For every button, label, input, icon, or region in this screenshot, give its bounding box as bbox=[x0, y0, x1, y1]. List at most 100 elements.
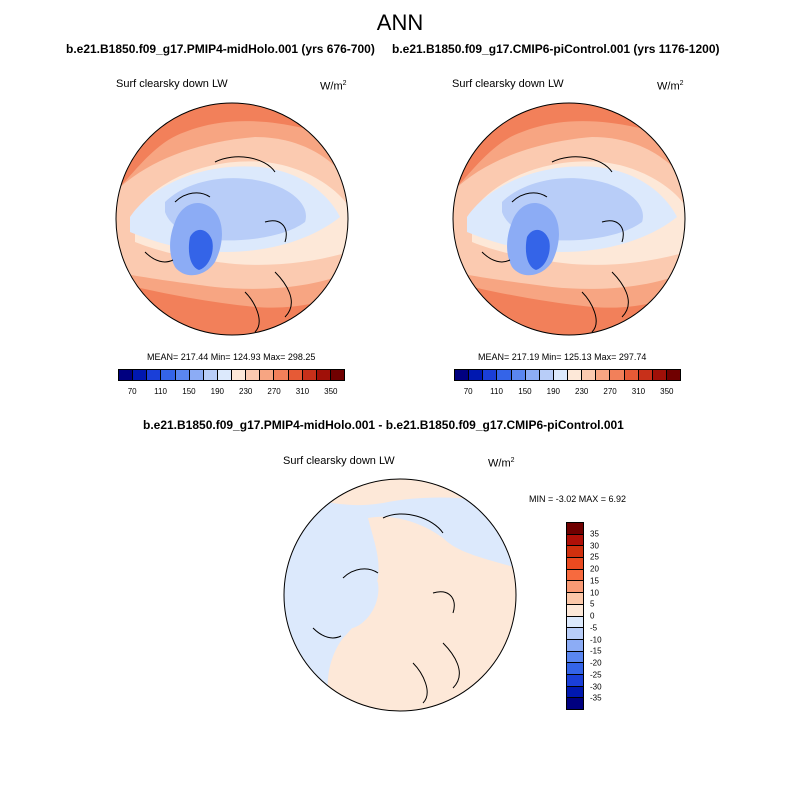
panel-2-colorbar-swatch bbox=[638, 370, 653, 380]
panel-2-colorbar-tick-label: 230 bbox=[575, 387, 589, 396]
greenland-negative-contour bbox=[333, 561, 379, 629]
panel-1-colorbar-swatch bbox=[302, 370, 317, 380]
diff-colorbar-swatch bbox=[567, 558, 583, 570]
diff-colorbar-swatch bbox=[567, 698, 583, 709]
panel-1-colorbar-tick-label: 270 bbox=[267, 387, 281, 396]
diff-colorbar-tick-label: 0 bbox=[590, 611, 595, 621]
panel-1-colorbar-swatch bbox=[316, 370, 331, 380]
panel-2-colorbar-tick-label: 310 bbox=[631, 387, 646, 396]
diff-colorbar bbox=[566, 522, 584, 710]
panel-2-colorbar-swatch bbox=[497, 370, 512, 380]
panel-1-colorbar bbox=[118, 369, 345, 381]
panel-2-variable-label: Surf clearsky down LW bbox=[452, 78, 564, 90]
panel-2-colorbar bbox=[454, 369, 681, 381]
panel-1-colorbar-swatch bbox=[189, 370, 204, 380]
diff-polar-map bbox=[283, 478, 517, 712]
warm-contour-north bbox=[116, 103, 348, 192]
diff-colorbar-swatch bbox=[567, 616, 583, 629]
page-title: ANN bbox=[376, 10, 424, 35]
panel-2-colorbar-swatch bbox=[469, 370, 484, 380]
panel-2-polar-map bbox=[452, 102, 686, 336]
diff-colorbar-tick-label: -15 bbox=[590, 646, 602, 656]
panel-1-colorbar-tick-label: 350 bbox=[324, 387, 338, 396]
diff-colorbar-swatch bbox=[567, 581, 583, 594]
coastline bbox=[312, 513, 460, 704]
coastline bbox=[144, 156, 292, 333]
diff-colorbar-tick-label: -20 bbox=[590, 658, 602, 668]
panel-1-colorbar-swatch bbox=[147, 370, 162, 380]
diff-colorbar-swatch bbox=[567, 639, 583, 652]
panel-1-colorbar-swatch bbox=[119, 370, 134, 380]
panel-2-colorbar-tick-label: 190 bbox=[546, 387, 560, 396]
diff-units: W/m2 bbox=[488, 457, 515, 470]
panel-1-colorbar-swatch bbox=[133, 370, 148, 380]
panel-1-colorbar-tick-label: 110 bbox=[154, 387, 167, 396]
panel-1-colorbar-swatch bbox=[175, 370, 190, 380]
panel-1-colorbar-swatch bbox=[203, 370, 218, 380]
diff-colorbar-tick-label: 20 bbox=[590, 564, 599, 574]
panel-2-colorbar-swatch bbox=[666, 370, 680, 380]
panel-2-colorbar-tick-label: 70 bbox=[463, 387, 473, 396]
panel-2-stats: MEAN= 217.19 Min= 125.13 Max= 297.74 bbox=[478, 352, 647, 362]
panel-1-colorbar-tick-label: 190 bbox=[210, 387, 224, 396]
panel-2-colorbar-swatch bbox=[483, 370, 498, 380]
panel-1-variable-label: Surf clearsky down LW bbox=[116, 78, 228, 90]
diff-colorbar-tick-label: 35 bbox=[590, 529, 599, 539]
diff-colorbar-tick-label: -35 bbox=[590, 693, 602, 703]
diff-colorbar-swatch bbox=[567, 628, 583, 640]
diff-colorbar-swatch bbox=[567, 663, 583, 675]
diff-colorbar-tick-label: 30 bbox=[590, 541, 599, 550]
diff-colorbar-swatch bbox=[567, 686, 583, 699]
panel-1-colorbar-swatch bbox=[274, 370, 289, 380]
panel-2-colorbar-swatch bbox=[582, 370, 597, 380]
positive-contour-main bbox=[327, 516, 516, 711]
diff-colorbar-swatch bbox=[567, 534, 583, 547]
panel-2-colorbar-swatch bbox=[539, 370, 554, 380]
panel-1-colorbar-swatch bbox=[260, 370, 275, 380]
panel-1-colorbar-swatch bbox=[246, 370, 261, 380]
coastline bbox=[481, 156, 629, 333]
panel-2-colorbar-tick-label: 150 bbox=[518, 387, 532, 396]
panel-1-colorbar-tick-label: 310 bbox=[295, 387, 310, 396]
diff-case-title: b.e21.B1850.f09_g17.PMIP4-midHolo.001 - … bbox=[143, 418, 624, 432]
panel-1-stats: MEAN= 217.44 Min= 124.93 Max= 298.25 bbox=[147, 352, 316, 362]
warm-contour-north bbox=[453, 103, 685, 192]
panel-1-colorbar-swatch bbox=[232, 370, 247, 380]
panel-2-colorbar-swatch bbox=[511, 370, 526, 380]
greenland-core-contour bbox=[525, 229, 550, 270]
diff-colorbar-tick-label: 5 bbox=[590, 599, 595, 609]
panel-1-colorbar-swatch bbox=[288, 370, 303, 380]
panel-2-colorbar-tick-label: 110 bbox=[490, 387, 503, 396]
diff-colorbar-tick-label: -5 bbox=[590, 623, 598, 633]
panel-2-colorbar-swatch bbox=[610, 370, 625, 380]
panel-1-case-title: b.e21.B1850.f09_g17.PMIP4-midHolo.001 (y… bbox=[66, 42, 375, 56]
diff-colorbar-swatch bbox=[567, 569, 583, 582]
diff-colorbar-tick-label: -30 bbox=[590, 682, 602, 691]
diff-colorbar-swatch bbox=[567, 651, 583, 664]
panel-1-colorbar-tick-label: 150 bbox=[182, 387, 196, 396]
diff-colorbar-tick-label: 15 bbox=[590, 576, 599, 586]
diff-colorbar-tick-label: 25 bbox=[590, 552, 599, 562]
panel-2-colorbar-swatch bbox=[455, 370, 470, 380]
panel-2-colorbar-swatch bbox=[652, 370, 667, 380]
diff-stats: MIN = -3.02 MAX = 6.92 bbox=[529, 494, 627, 504]
diff-variable-label: Surf clearsky down LW bbox=[283, 455, 395, 467]
panel-2-colorbar-swatch bbox=[596, 370, 611, 380]
panel-2-colorbar-swatch bbox=[624, 370, 639, 380]
panel-2-colorbar-tick-label: 270 bbox=[603, 387, 617, 396]
panel-1-colorbar-swatch bbox=[217, 370, 232, 380]
panel-1-colorbar-tick-label: 230 bbox=[239, 387, 253, 396]
panel-2-case-title: b.e21.B1850.f09_g17.CMIP6-piControl.001 … bbox=[392, 42, 720, 56]
panel-2-units: W/m2 bbox=[657, 80, 684, 93]
panel-2-colorbar-tick-label: 350 bbox=[660, 387, 674, 396]
diff-colorbar-swatch bbox=[567, 593, 583, 605]
panel-1-colorbar-swatch bbox=[161, 370, 176, 380]
panel-2-colorbar-swatch bbox=[568, 370, 583, 380]
panel-1-units: W/m2 bbox=[320, 80, 347, 93]
panel-1-colorbar-tick-label: 70 bbox=[127, 387, 137, 396]
diff-colorbar-tick-label: 10 bbox=[590, 588, 599, 597]
greenland-core-contour bbox=[188, 229, 213, 270]
diff-colorbar-swatch bbox=[567, 523, 583, 535]
diff-colorbar-swatch bbox=[567, 546, 583, 559]
diff-colorbar-tick-label: -25 bbox=[590, 670, 602, 680]
